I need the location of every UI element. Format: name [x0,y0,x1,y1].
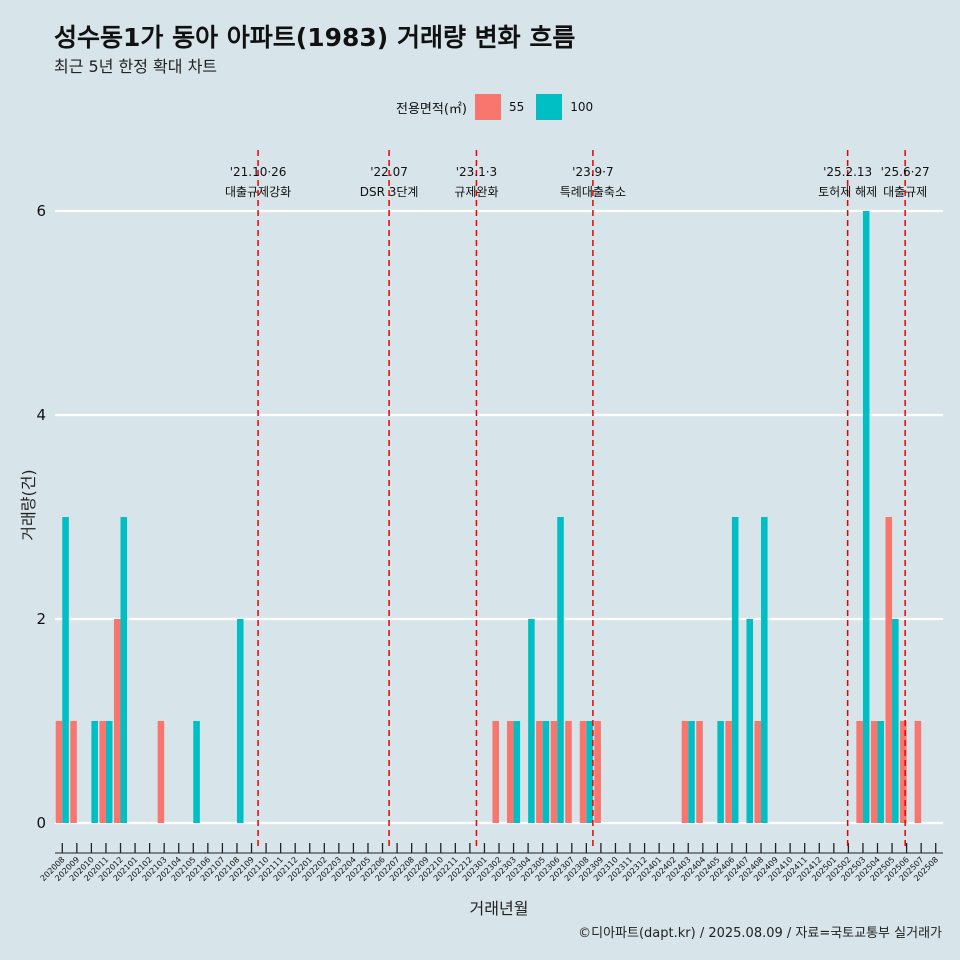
y-tick-label: 6 [36,202,46,220]
bar-100-202008 [62,517,69,823]
bar-55-202403 [681,721,689,823]
y-tick-label: 2 [36,610,46,628]
bar-100-202306 [557,517,564,823]
bar-55-202306 [550,721,558,823]
bar-100-202407 [746,619,754,823]
event-date: '23.9·7 [572,165,613,179]
source-caption: ©디아파트(dapt.kr) / 2025.08.09 / 자료=국토교통부 실… [578,926,942,941]
legend-swatch-100 [536,94,563,120]
chart-title: 성수동1가 동아 아파트(1983) 거래량 변화 흐름 [54,23,576,52]
bar-55-202011 [99,721,106,823]
event-label: DSR 3단계 [360,185,419,199]
event-date: '23.1·3 [456,165,497,179]
bar-100-202308 [586,721,593,823]
bar-100-202304 [528,619,535,823]
event-label: 대출규제 [883,185,927,199]
bar-55-202103 [157,721,165,823]
bar-55-202308 [579,721,587,823]
legend-label-100: 100 [570,100,594,114]
bar-100-202011 [105,721,113,823]
y-axis-title: 거래량(건) [19,469,38,540]
chart-subtitle: 최근 5년 한정 확대 차트 [54,57,218,76]
bar-100-202010 [91,721,98,823]
bar-100-202403 [688,721,695,823]
bar-55-202408 [754,721,762,823]
bar-55-202012 [113,619,121,823]
legend-label-55: 55 [508,100,525,114]
legend-title: 전용면적(㎡) [396,101,467,117]
bar-55-202307 [565,721,572,823]
bar-100-202406 [731,517,739,823]
bar-55-202505 [885,517,893,823]
bar-100-202405 [717,721,724,823]
bar-55-202507 [914,721,922,823]
event-date: '22.07 [370,165,408,179]
bar-55-202009 [70,721,77,823]
bar-100-202504 [877,721,885,823]
bar-55-202404 [696,721,703,823]
bar-55-202303 [507,721,514,823]
bar-100-202505 [892,619,899,823]
bar-100-202303 [513,721,521,823]
legend: 전용면적(㎡) 55 100 [396,94,605,120]
bar-55-202503 [856,721,863,823]
event-label: 토허제 해제 [818,185,877,199]
bar-100-202408 [761,517,768,823]
bar-55-202506 [900,721,907,823]
event-date: '21.10·26 [230,165,287,179]
event-date: '25.6·27 [881,165,930,179]
bar-100-202108 [236,619,244,823]
event-date: '25.2.13 [823,165,872,179]
event-label: 대출규제강화 [225,185,291,199]
legend-swatch-55 [474,94,501,120]
bar-100-202305 [542,721,550,823]
bar-100-202105 [193,721,200,823]
y-tick-label: 4 [36,406,46,424]
x-axis-title: 거래년월 [470,899,529,918]
bar-55-202406 [725,721,732,823]
bar-55-202309 [594,721,601,823]
bar-55-202504 [870,721,878,823]
y-tick-label: 0 [36,814,46,832]
bar-55-202302 [492,721,499,823]
bar-100-202503 [862,211,870,823]
bar-100-202012 [120,517,128,823]
event-label: 규제완화 [454,185,498,199]
event-label: 특례대출축소 [560,185,626,199]
bar-55-202008 [55,721,63,823]
bar-55-202305 [536,721,543,823]
